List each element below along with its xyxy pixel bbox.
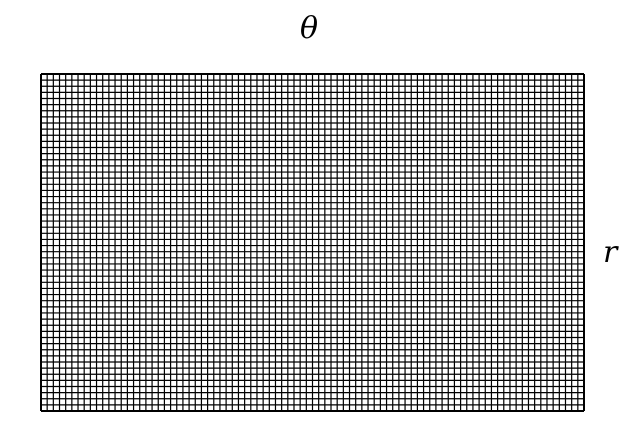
r-axis-label: r bbox=[603, 235, 618, 270]
theta-axis-label: θ bbox=[300, 11, 319, 46]
grid-mesh bbox=[40, 73, 585, 412]
polar-grid-diagram bbox=[40, 73, 585, 412]
